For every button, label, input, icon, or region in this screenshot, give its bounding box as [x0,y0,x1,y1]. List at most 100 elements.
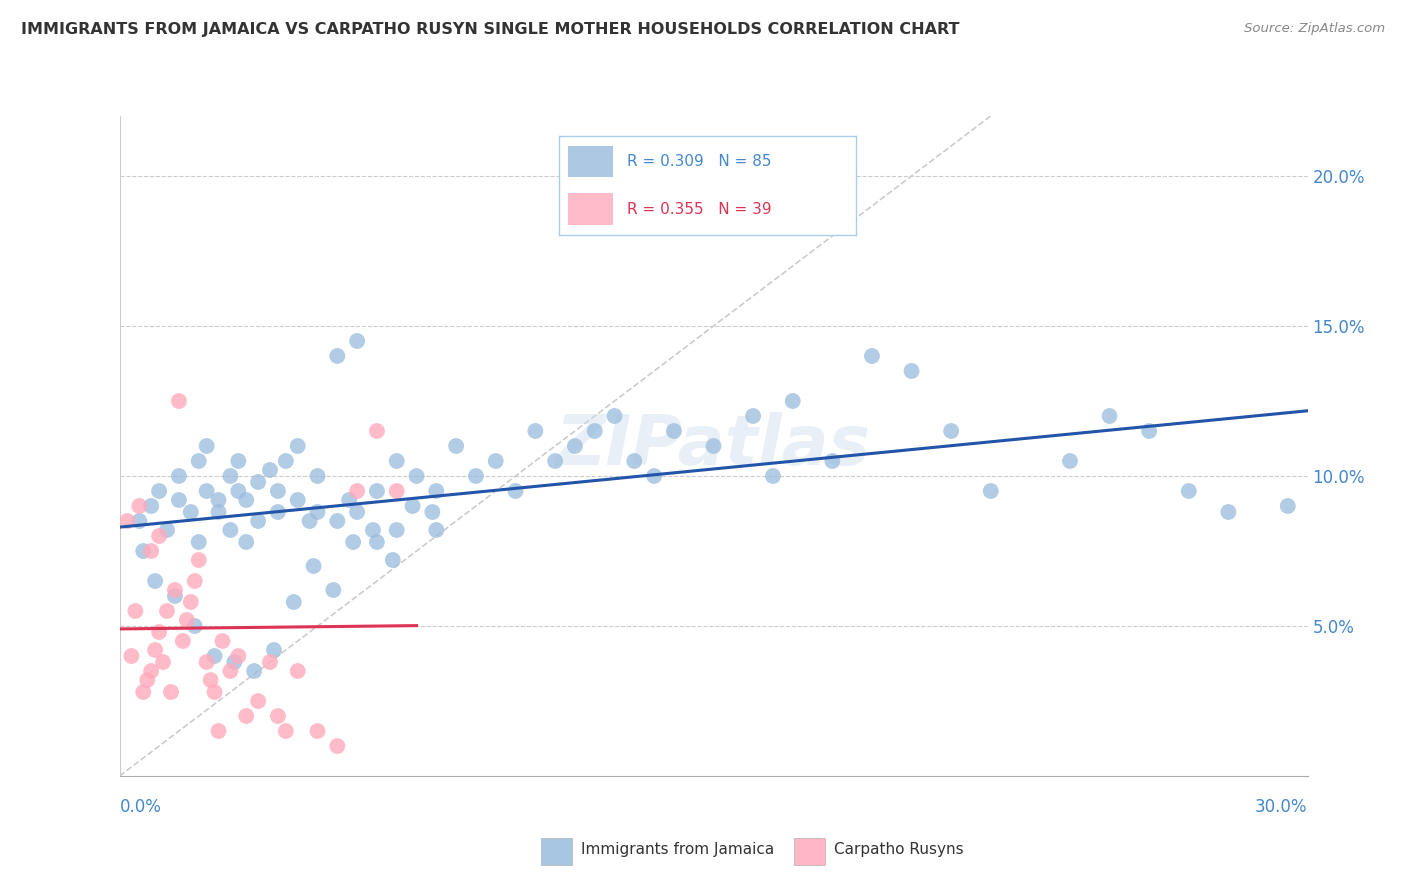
Point [385,523,408,537]
Point [228,648,250,663]
Point [176,613,198,627]
Point [307,505,329,519]
Point [326,349,349,363]
Point [464,469,488,483]
Point [207,724,229,739]
Point [326,739,349,753]
Point [156,523,179,537]
Point [366,424,388,438]
Point [425,483,447,498]
Point [603,409,626,423]
Point [267,483,290,498]
Point [141,544,163,558]
Point [422,505,444,519]
Point [184,574,207,588]
Point [302,559,325,574]
Point [132,544,155,558]
Point [124,604,146,618]
Point [307,724,329,739]
Point [524,424,547,438]
Point [385,454,408,468]
Point [187,454,209,468]
Text: R = 0.355   N = 39: R = 0.355 N = 39 [627,202,772,217]
Point [346,483,368,498]
Point [204,648,226,663]
Point [163,589,186,603]
Point [259,655,281,669]
Point [219,523,242,537]
Point [163,582,186,597]
Point [1218,505,1240,519]
Point [243,664,266,678]
Point [156,604,179,618]
Point [167,493,190,508]
Point [167,394,190,409]
Point [366,535,388,549]
Point [148,529,170,543]
Point [742,409,765,423]
Point [247,694,270,708]
Point [224,655,246,669]
Point [180,505,202,519]
Point [117,514,139,528]
Point [283,595,305,609]
Point [1178,483,1201,498]
Point [385,483,408,498]
Point [366,483,388,498]
Point [762,469,785,483]
Point [132,685,155,699]
Point [782,394,804,409]
Point [662,424,685,438]
Point [322,582,344,597]
Point [287,493,309,508]
FancyBboxPatch shape [568,194,613,225]
Point [1098,409,1121,423]
Point [128,499,150,513]
Text: 0.0%: 0.0% [120,798,162,816]
Text: Immigrants from Jamaica: Immigrants from Jamaica [581,842,773,856]
Point [287,664,309,678]
Point [425,523,447,537]
Point [235,535,257,549]
Text: Carpatho Rusyns: Carpatho Rusyns [834,842,963,856]
Point [267,709,290,723]
Point [821,454,844,468]
Point [485,454,508,468]
Point [228,483,250,498]
Point [128,514,150,528]
Point [274,724,297,739]
Text: R = 0.309   N = 85: R = 0.309 N = 85 [627,154,772,169]
Point [235,709,257,723]
Point [180,595,202,609]
Point [195,655,218,669]
Point [141,499,163,513]
Point [160,685,183,699]
Point [381,553,404,567]
Point [623,454,645,468]
Point [1059,454,1081,468]
Point [401,499,423,513]
Point [152,655,174,669]
Point [337,493,360,508]
Point [900,364,922,378]
Point [172,634,194,648]
Point [361,523,384,537]
Point [1137,424,1160,438]
Point [259,463,281,477]
Point [342,535,364,549]
Point [187,553,209,567]
Point [195,483,218,498]
Point [235,493,257,508]
Point [860,349,883,363]
Point [204,685,226,699]
Point [167,469,190,483]
Point [136,673,159,687]
Point [211,634,233,648]
Point [143,574,166,588]
Point [980,483,1002,498]
Point [274,454,297,468]
Point [184,619,207,633]
Point [583,424,606,438]
Point [444,439,467,453]
Point [1277,499,1299,513]
